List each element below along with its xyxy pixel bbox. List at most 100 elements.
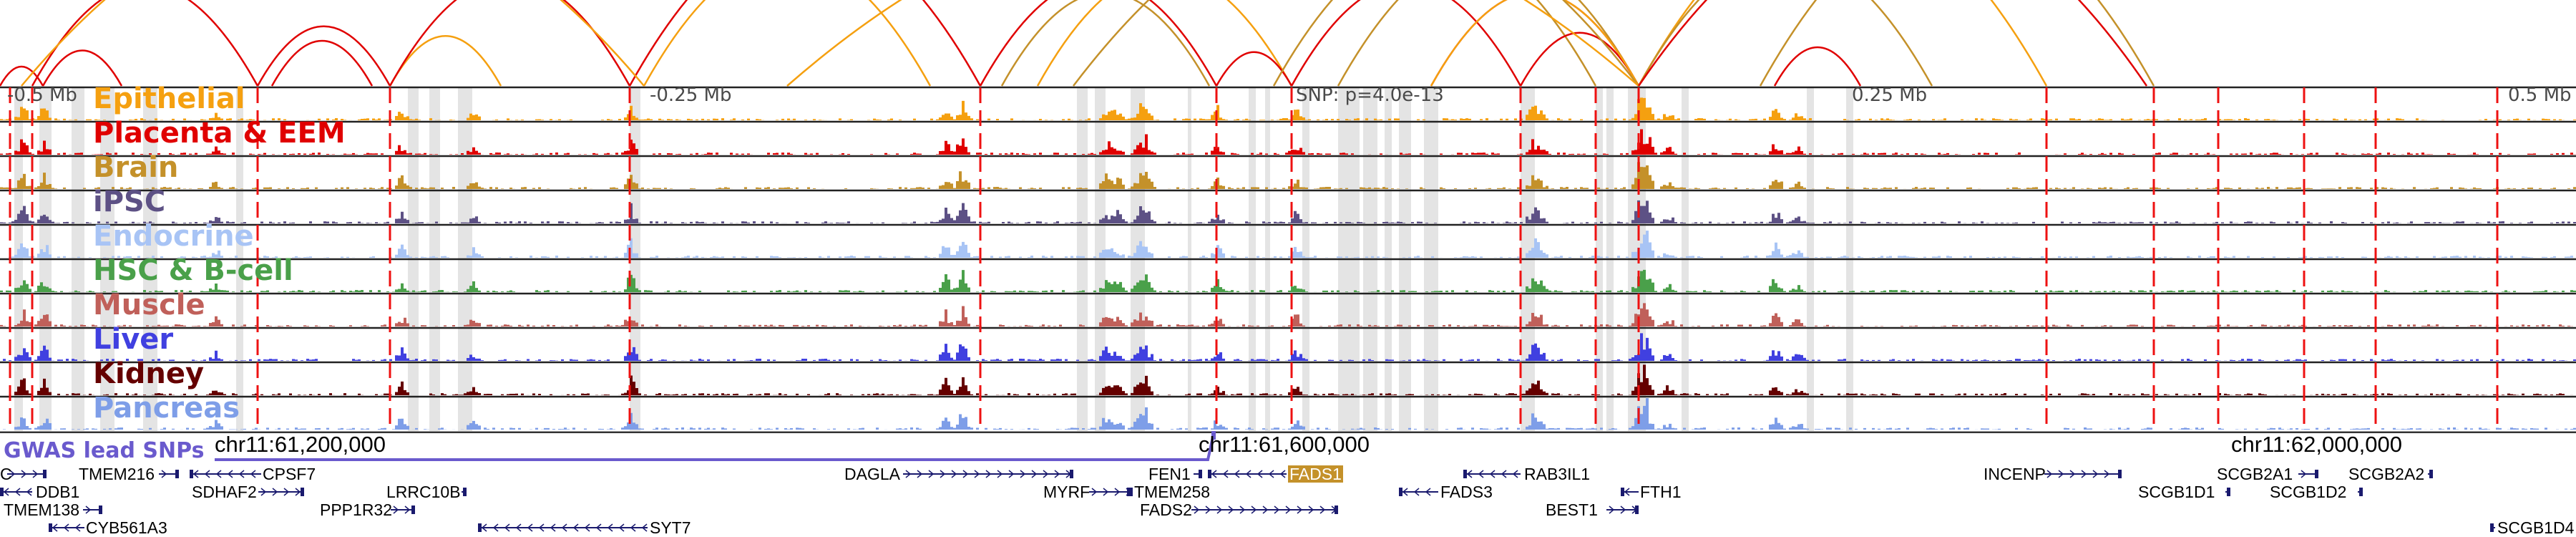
strand-arrow-icon <box>550 523 556 532</box>
gene-label-fads3[interactable]: FADS3 <box>1440 483 1493 501</box>
exon <box>175 470 179 478</box>
strand-arrow-icon <box>1020 470 1026 478</box>
strand-arrow-icon <box>9 470 16 478</box>
gene-label-rab3il1[interactable]: RAB3IL1 <box>1524 465 1591 483</box>
strand-arrow-icon <box>260 488 267 496</box>
strand-arrow-icon <box>227 470 233 478</box>
exon <box>411 505 415 514</box>
strand-arrow-icon <box>1268 470 1274 478</box>
exon <box>2490 523 2494 532</box>
strand-arrow-icon <box>295 488 301 496</box>
gene-label-tmem258[interactable]: TMEM258 <box>1134 483 1211 501</box>
strand-arrow-icon <box>1478 470 1484 478</box>
gene-label-myrf[interactable]: MYRF <box>1043 483 1091 501</box>
strand-arrow-icon <box>215 470 222 478</box>
strand-arrow-icon <box>2301 470 2307 478</box>
strand-arrow-icon <box>283 488 290 496</box>
strand-arrow-icon <box>2081 470 2087 478</box>
axis-label-minus-quarter: -0.25 Mb <box>650 84 732 106</box>
strand-arrow-icon <box>2046 470 2053 478</box>
strand-arrow-icon <box>641 523 648 532</box>
strand-arrow-icon <box>1103 488 1109 496</box>
exon <box>0 488 4 496</box>
gwas-line <box>215 433 1215 461</box>
strand-arrow-icon <box>32 470 39 478</box>
strand-arrow-icon <box>1402 488 1408 496</box>
strand-arrow-icon <box>1489 470 1496 478</box>
gene-label-sdhaf2[interactable]: SDHAF2 <box>192 483 257 501</box>
snp-pvalue-label: SNP: p=4.0e-13 <box>1296 84 1444 106</box>
strand-arrow-icon <box>1279 470 1286 478</box>
exon <box>1399 488 1402 496</box>
exon <box>43 470 47 478</box>
strand-arrow-icon <box>1466 470 1473 478</box>
gene-label-cyb561a3[interactable]: CYB561A3 <box>86 518 167 537</box>
gene-label-dagla[interactable]: DAGLA <box>844 465 900 483</box>
strand-arrow-icon <box>74 523 81 532</box>
gene-label-fads1[interactable]: FADS1 <box>1288 465 1343 483</box>
strand-arrow-icon <box>192 470 199 478</box>
gene-label-scgb2a1[interactable]: SCGB2A1 <box>2217 465 2293 483</box>
loop-arc <box>1430 0 1640 87</box>
strand-arrow-icon <box>905 470 912 478</box>
gene-label-tmem216[interactable]: TMEM216 <box>79 465 155 483</box>
track-label-brain: Brain <box>93 151 179 184</box>
gene-label-scgb1d2[interactable]: SCGB1D2 <box>2270 483 2347 501</box>
strand-arrow-icon <box>21 470 27 478</box>
loop-arc <box>628 0 982 87</box>
strand-arrow-icon <box>1425 488 1431 496</box>
strand-arrow-icon <box>1501 470 1507 478</box>
strand-arrow-icon <box>1512 470 1518 478</box>
gene-label-tmem138[interactable]: TMEM138 <box>4 500 80 519</box>
track-label-hsc: HSC & B-cell <box>93 254 293 287</box>
chromatin-loop-arcs <box>0 0 2155 87</box>
strand-arrow-icon <box>974 470 980 478</box>
gene-label-ppp1r32[interactable]: PPP1R32 <box>320 500 393 519</box>
gene-label-scgb1d4[interactable]: SCGB1D4 <box>2497 518 2575 537</box>
strand-arrow-icon <box>492 523 499 532</box>
loop-arc <box>270 39 374 87</box>
strand-arrow-icon <box>481 523 487 532</box>
strand-arrow-icon <box>1216 505 1223 514</box>
gene-label-fads2[interactable]: FADS2 <box>1140 500 1192 519</box>
gene-label-incenp[interactable]: INCENP <box>1984 465 2046 483</box>
strand-arrow-icon <box>561 523 567 532</box>
strand-arrow-icon <box>2069 470 2076 478</box>
gene-label-lrrc10b[interactable]: LRRC10B <box>386 483 461 501</box>
loop-arc <box>1290 0 1522 87</box>
strand-arrow-icon <box>161 470 167 478</box>
gene-label-fth1[interactable]: FTH1 <box>1640 483 1682 501</box>
loop-arc <box>1337 0 1640 87</box>
exon <box>1127 488 1131 496</box>
exon <box>99 505 102 514</box>
coord-label: chr11:61,600,000 <box>1199 432 1370 457</box>
gene-label-syt7[interactable]: SYT7 <box>650 518 691 537</box>
strand-arrow-icon <box>538 523 545 532</box>
gene-label-cpsf7[interactable]: CPSF7 <box>263 465 316 483</box>
gene-label-scgb2a2[interactable]: SCGB2A2 <box>2348 465 2425 483</box>
track-label-pancreas: Pancreas <box>93 392 240 425</box>
exon <box>2118 470 2122 478</box>
exon <box>2315 470 2318 478</box>
strand-arrow-icon <box>1274 505 1280 514</box>
loop-arc <box>643 0 932 87</box>
coord-label: chr11:62,000,000 <box>2231 432 2403 457</box>
gene-label-c[interactable]: C <box>0 465 12 483</box>
strand-arrow-icon <box>1234 470 1240 478</box>
axis-label-plus-quarter: 0.25 Mb <box>1852 84 1928 106</box>
gene-label-best1[interactable]: BEST1 <box>1546 500 1598 519</box>
exon <box>2359 488 2363 496</box>
strand-arrow-icon <box>940 470 946 478</box>
gene-label-ddb1[interactable]: DDB1 <box>36 483 80 501</box>
strand-arrow-icon <box>928 470 935 478</box>
strand-arrow-icon <box>1205 505 1211 514</box>
strand-arrow-icon <box>1262 505 1269 514</box>
gene-label-scgb1d1[interactable]: SCGB1D1 <box>2138 483 2215 501</box>
strand-arrow-icon <box>1245 470 1252 478</box>
strand-arrow-icon <box>1228 505 1234 514</box>
track-label-liver: Liver <box>93 323 174 356</box>
strand-arrow-icon <box>951 470 957 478</box>
gene-label-fen1[interactable]: FEN1 <box>1148 465 1191 483</box>
strand-arrow-icon <box>607 523 613 532</box>
strand-arrow-icon <box>272 488 278 496</box>
